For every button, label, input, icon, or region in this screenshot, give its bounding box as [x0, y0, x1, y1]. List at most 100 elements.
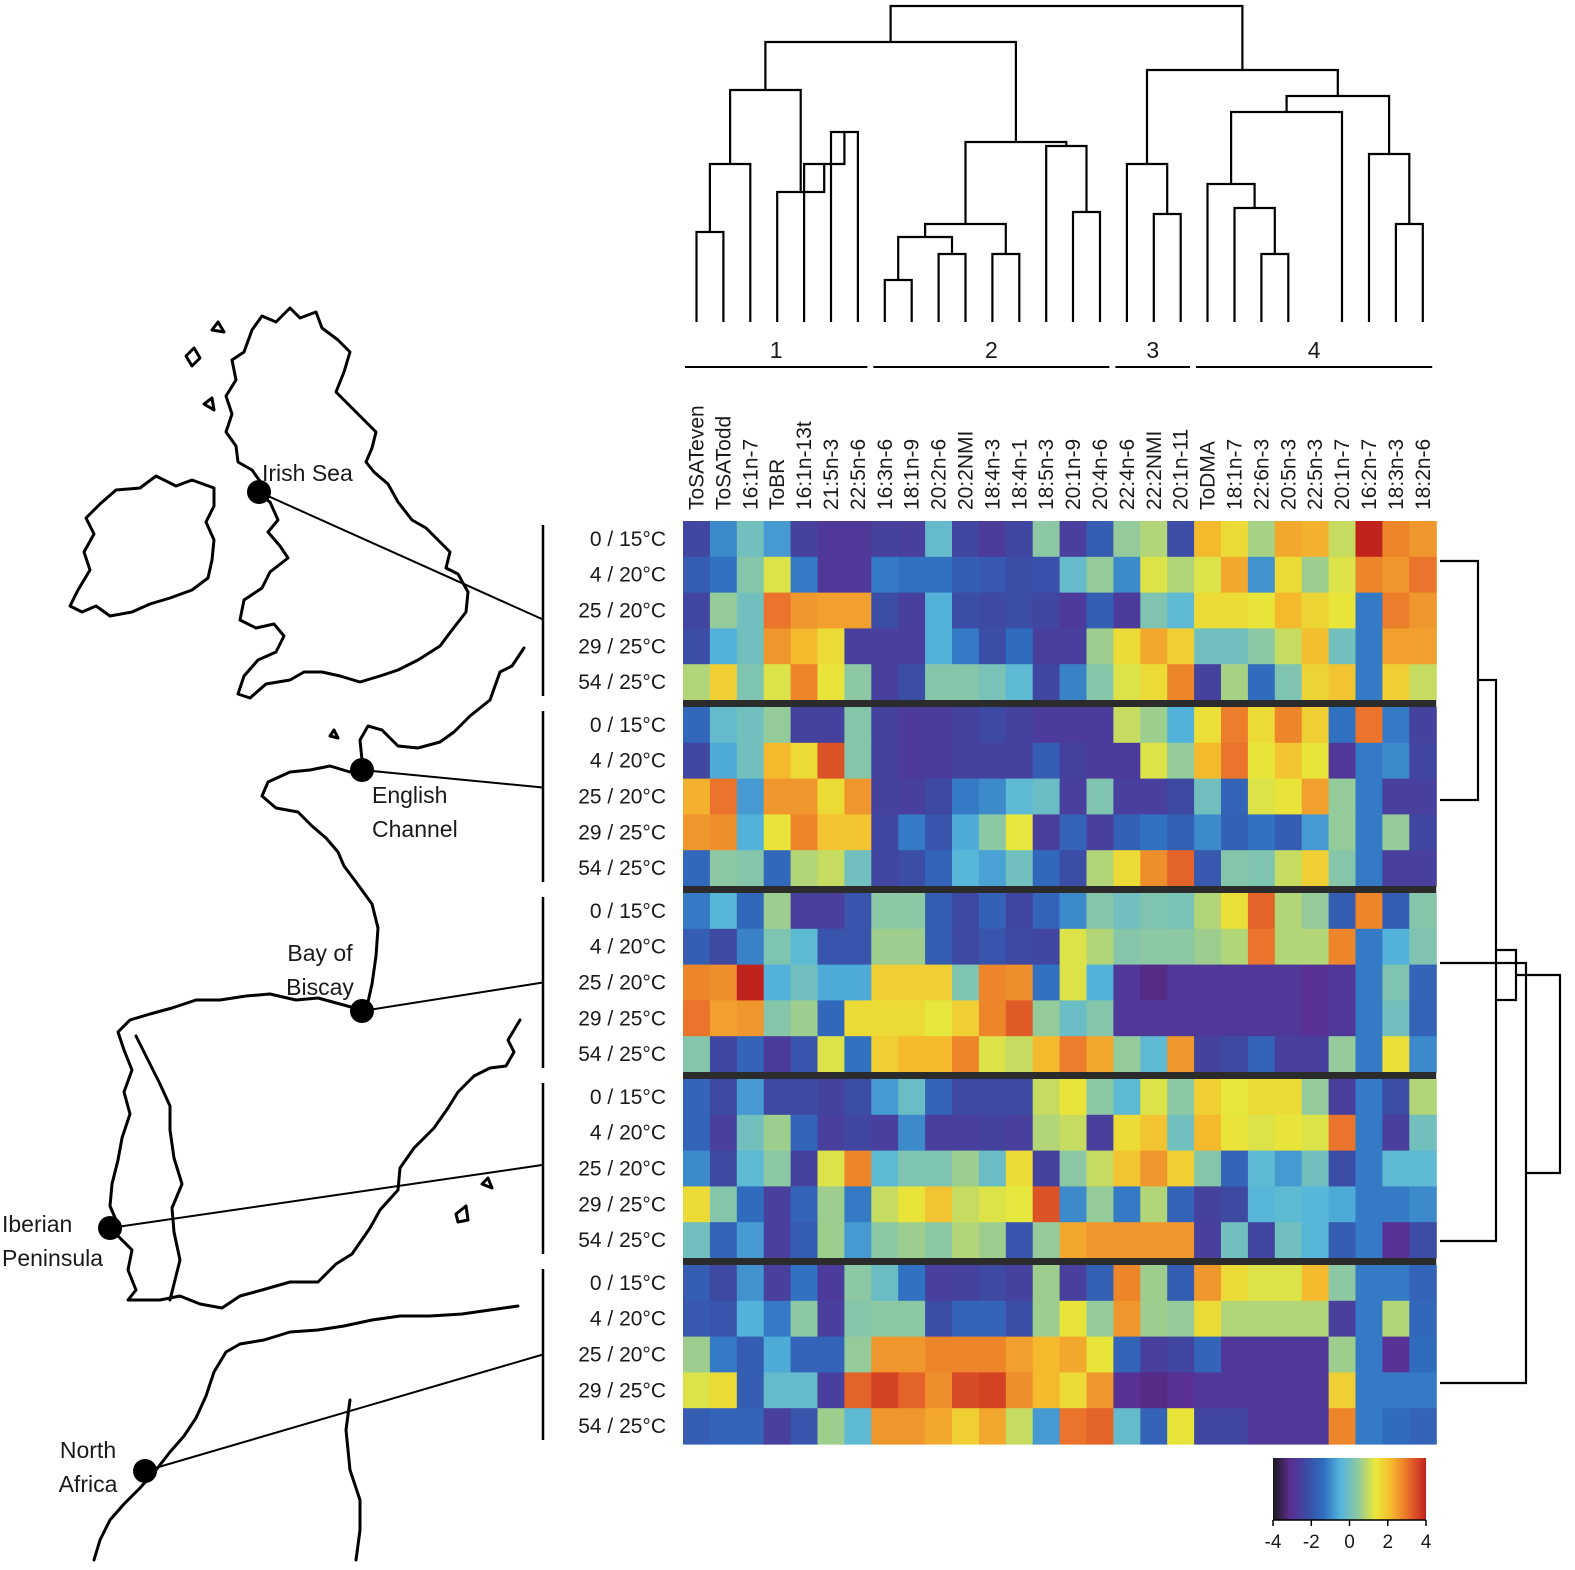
heatmap-cell: [898, 928, 926, 966]
heatmap-cell: [1032, 707, 1061, 744]
heatmap-cell: [1355, 1336, 1383, 1373]
heatmap-cell: [844, 1150, 872, 1187]
heatmap-cell: [1059, 893, 1088, 930]
heatmap-cell: [1140, 1114, 1168, 1152]
row-label: 4 / 20°C: [590, 750, 666, 773]
column-label: 18:1n-9: [901, 439, 924, 510]
heatmap-cell: [790, 742, 819, 780]
heatmap-cells: [683, 521, 1437, 1445]
heatmap-cell: [683, 928, 711, 966]
heatmap-cell: [1032, 1336, 1061, 1373]
row-dendrogram-link: [1496, 948, 1518, 1002]
heatmap-cell: [952, 1265, 980, 1302]
block-separator: [683, 700, 1437, 707]
heatmap-cell: [952, 814, 980, 851]
heatmap-cell: [1059, 521, 1088, 558]
heatmap-cell: [1382, 707, 1410, 744]
heatmap-cell: [925, 928, 953, 966]
heatmap-cell: [1167, 928, 1195, 966]
heatmap-cell: [1059, 1300, 1088, 1338]
heatmap-cell: [1355, 893, 1383, 930]
heatmap-cell: [1032, 1372, 1061, 1409]
heatmap-cell: [763, 592, 792, 629]
heatmap-cell: [898, 1114, 926, 1152]
heatmap-cell: [817, 1222, 845, 1259]
heatmap-cell: [1221, 928, 1249, 966]
dendrogram-link: [897, 235, 954, 280]
heatmap-cell: [1167, 1186, 1195, 1223]
heatmap-cell: [952, 1408, 980, 1445]
heatmap-cell: [817, 1300, 845, 1338]
heatmap-cell: [898, 1336, 926, 1373]
heatmap-cell: [1032, 1000, 1061, 1037]
heatmap-cell: [1167, 1408, 1195, 1445]
column-label: 22:4n-6: [1116, 439, 1139, 510]
dendrogram-link: [1230, 110, 1344, 322]
heatmap-cell: [1355, 814, 1383, 851]
heatmap-cell: [736, 893, 765, 930]
heatmap-cell: [709, 521, 738, 558]
heatmap-cell: [1301, 964, 1330, 1001]
heatmap-cell: [763, 1000, 792, 1037]
heatmap-cell: [1409, 893, 1437, 930]
heatmap-cell: [683, 1036, 711, 1073]
heatmap-cell: [1382, 1408, 1410, 1445]
heatmap-cell: [1355, 1372, 1383, 1409]
heatmap-cell: [683, 1000, 711, 1037]
heatmap-cell: [1113, 521, 1141, 558]
heatmap-cell: [1409, 1079, 1437, 1116]
heatmap-cell: [817, 742, 845, 780]
heatmap-cell: [736, 814, 765, 851]
heatmap-cell: [1032, 1222, 1061, 1259]
heatmap-cell: [683, 742, 711, 780]
heatmap-cell: [871, 628, 899, 665]
great-britain-outline: [224, 306, 470, 700]
heatmap-cell: [736, 1000, 765, 1037]
heatmap-cell: [817, 1372, 845, 1409]
heatmap-cell: [952, 1114, 980, 1152]
heatmap-cell: [790, 1000, 819, 1037]
heatmap-cell: [1086, 742, 1114, 780]
heatmap-cell: [736, 592, 765, 629]
heatmap-cell: [952, 742, 980, 780]
site-pointer-line: [361, 981, 544, 1012]
heatmap-cell: [1247, 1150, 1276, 1187]
heatmap-cell: [1140, 742, 1168, 780]
heatmap-cell: [1140, 1408, 1168, 1445]
heatmap-cell: [1301, 521, 1330, 558]
row-label: 25 / 20°C: [578, 1158, 666, 1181]
heatmap-cell: [709, 1036, 738, 1073]
heatmap-cell: [1247, 592, 1276, 629]
heatmap-cell: [763, 1079, 792, 1116]
heatmap-cell: [1194, 1114, 1222, 1152]
heatmap-cell: [1301, 778, 1330, 815]
heatmap-cell: [1221, 664, 1249, 701]
heatmap-cell: [790, 628, 819, 665]
heatmap-cell: [1032, 1114, 1061, 1152]
heatmap-cell: [817, 1150, 845, 1187]
heatmap-cell: [1140, 1300, 1168, 1338]
block-separator: [683, 1072, 1437, 1079]
heatmap-cell: [790, 1114, 819, 1152]
heatmap-cell: [1005, 1372, 1034, 1409]
heatmap-cell: [1059, 1336, 1088, 1373]
heatmap-cell: [1032, 893, 1061, 930]
site-pointer-line: [258, 491, 544, 621]
heatmap-cell: [763, 893, 792, 930]
heatmap-cell: [871, 778, 899, 815]
heatmap-cell: [790, 1186, 819, 1223]
heatmap-cell: [1301, 592, 1330, 629]
dendrogram-link: [695, 230, 725, 322]
row-label: 25 / 20°C: [578, 972, 666, 995]
heatmap-cell: [844, 1186, 872, 1223]
heatmap-cell: [978, 928, 1007, 966]
heatmap-cell: [1221, 521, 1249, 558]
island-outline: [184, 346, 202, 368]
heatmap-cell: [1221, 814, 1249, 851]
heatmap-cell: [709, 1222, 738, 1259]
heatmap-cell: [1274, 1079, 1303, 1116]
heatmap-cell: [1247, 1222, 1276, 1259]
heatmap-cell: [1355, 742, 1383, 780]
heatmap-cell: [736, 1150, 765, 1187]
heatmap-cell: [683, 1114, 711, 1152]
